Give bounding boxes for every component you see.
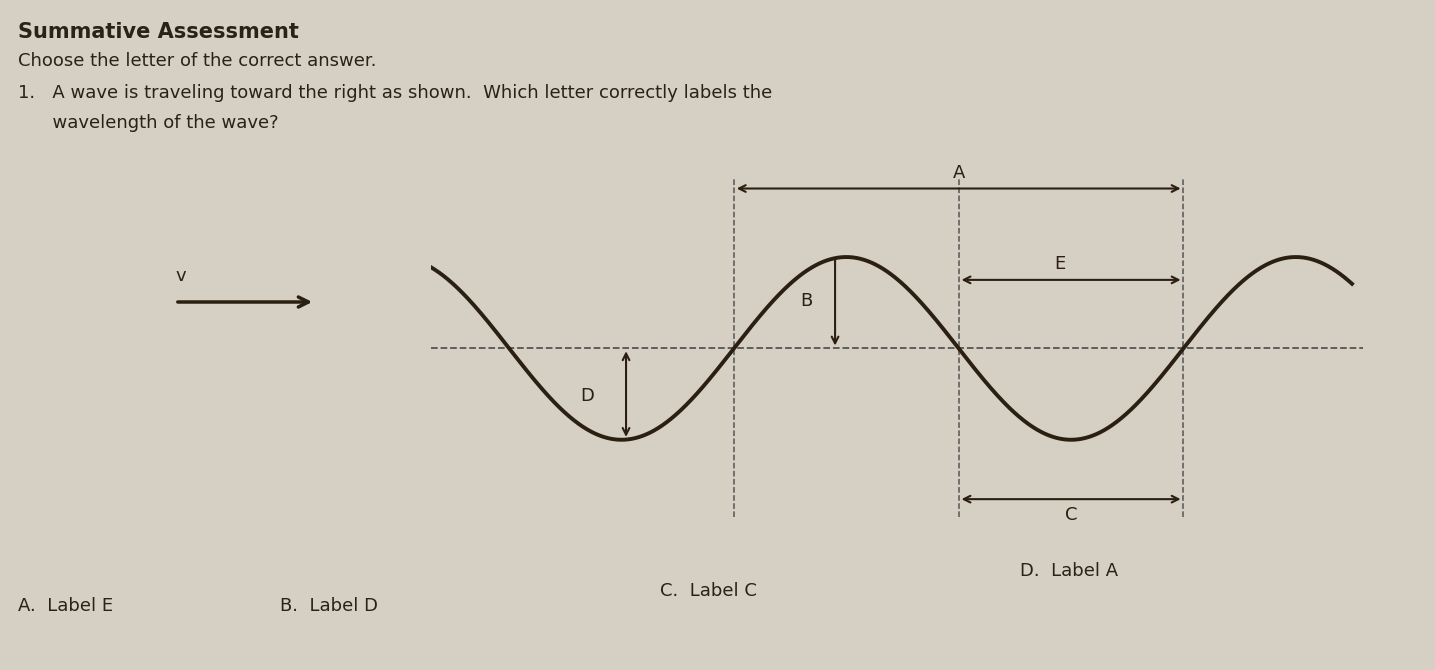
Text: A.  Label E: A. Label E <box>19 597 113 615</box>
Text: E: E <box>1055 255 1065 273</box>
Text: A: A <box>953 164 964 182</box>
Text: v: v <box>175 267 185 285</box>
Text: Choose the letter of the correct answer.: Choose the letter of the correct answer. <box>19 52 376 70</box>
Text: C: C <box>1065 506 1078 523</box>
Text: wavelength of the wave?: wavelength of the wave? <box>19 114 278 132</box>
Text: D.  Label A: D. Label A <box>1020 562 1118 580</box>
Text: B: B <box>801 292 812 310</box>
Text: Summative Assessment: Summative Assessment <box>19 22 298 42</box>
Text: D: D <box>581 387 594 405</box>
Text: C.  Label C: C. Label C <box>660 582 756 600</box>
Text: 1.   A wave is traveling toward the right as shown.  Which letter correctly labe: 1. A wave is traveling toward the right … <box>19 84 772 102</box>
Text: B.  Label D: B. Label D <box>280 597 377 615</box>
